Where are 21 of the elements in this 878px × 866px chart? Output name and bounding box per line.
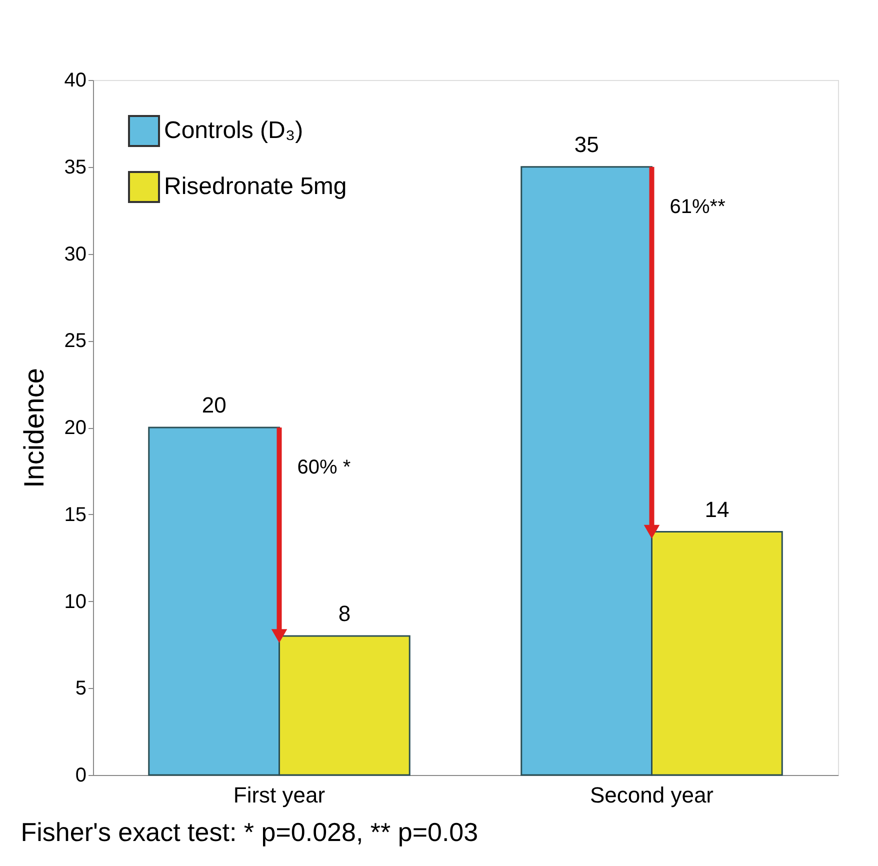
annotation: 60% * bbox=[297, 456, 351, 478]
y-tick-label: 5 bbox=[75, 678, 86, 700]
x-tick-label: First year bbox=[233, 782, 326, 808]
y-tick-label: 35 bbox=[64, 156, 86, 178]
legend-label: Risedronate 5mg bbox=[164, 173, 347, 200]
y-tick-label: 30 bbox=[64, 243, 86, 266]
legend-label: Controls (D₃) bbox=[164, 117, 304, 144]
data-label: 8 bbox=[338, 601, 351, 626]
data-label: 35 bbox=[574, 132, 599, 157]
y-tick-label: 15 bbox=[64, 504, 86, 526]
text: Fisher's exact test: * p=0.028, ** p=0.03 bbox=[20, 817, 478, 847]
y-tick-label: 40 bbox=[64, 70, 86, 92]
data-label: 14 bbox=[704, 496, 730, 522]
y-tick-label: 0 bbox=[75, 764, 86, 786]
y-tick-label: 25 bbox=[64, 330, 86, 352]
data-label: 20 bbox=[202, 392, 226, 418]
y-axis-title: Incidence bbox=[18, 368, 50, 488]
annotation: 61%** bbox=[670, 196, 726, 218]
y-tick-label: 10 bbox=[64, 590, 86, 613]
x-tick-label: Second year bbox=[590, 782, 714, 808]
y-tick-label: 20 bbox=[64, 417, 86, 439]
